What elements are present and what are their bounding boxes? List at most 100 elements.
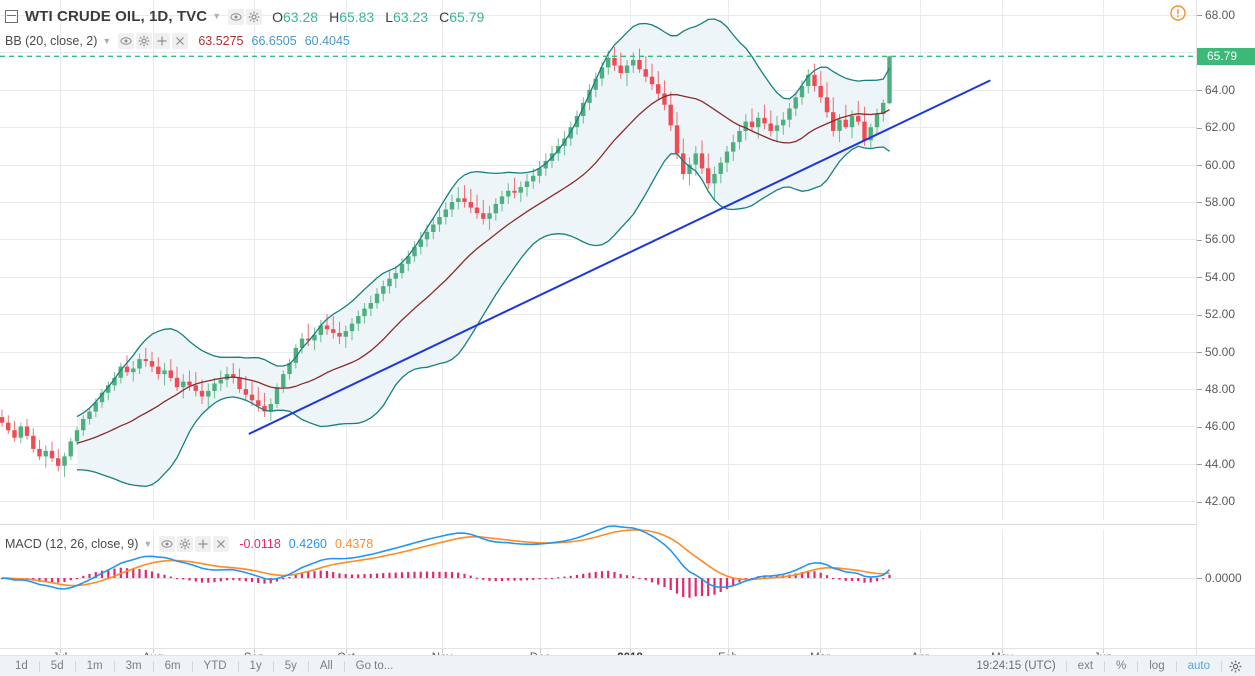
macd-histogram — [0, 567, 891, 598]
symbol-title[interactable]: WTI CRUDE OIL, 1D, TVC — [25, 8, 208, 25]
scale-option-ext[interactable]: ext — [1077, 660, 1094, 672]
eye-icon[interactable] — [118, 33, 135, 49]
macd-indicator-legend: MACD (12, 26, close, 9) ▼ -0.0118 0.4260… — [5, 536, 373, 552]
macd-legend-buttons — [159, 536, 230, 552]
trend-line[interactable] — [248, 79, 991, 435]
ohlc-values: O63.28 H65.83 L63.23 C65.79 — [272, 9, 484, 25]
gear-icon[interactable] — [246, 8, 263, 25]
gear-icon[interactable] — [177, 536, 194, 552]
bb-legend-buttons — [118, 33, 189, 49]
range-button-ytd[interactable]: YTD — [203, 660, 227, 672]
time-tick-mark — [1002, 649, 1003, 653]
eye-icon[interactable] — [228, 8, 245, 25]
price-tick: 60.00 — [1197, 159, 1235, 171]
ohlc-high-key: H — [329, 8, 340, 25]
time-tick-mark — [442, 649, 443, 653]
bb-fill — [77, 19, 890, 487]
toolbar-separator — [307, 660, 309, 672]
go-to-button[interactable]: Go to... — [355, 660, 394, 672]
time-tick-mark — [820, 649, 821, 653]
range-button-5d[interactable]: 5d — [50, 660, 64, 672]
price-tick: 42.00 — [1197, 495, 1235, 507]
time-tick-mark — [728, 649, 729, 653]
bb-middle-line — [76, 94, 890, 444]
move-icon[interactable] — [195, 536, 212, 552]
range-selector: 1d 5d 1m 3m 6m YTD 1y 5y All Go to... — [0, 656, 404, 676]
time-tick-mark — [254, 649, 255, 653]
scale-option-percent[interactable]: % — [1116, 660, 1127, 672]
toolbar-separator — [1175, 660, 1177, 672]
time-tick-mark — [630, 649, 631, 653]
chart-svg — [0, 0, 1196, 648]
range-button-all[interactable]: All — [319, 660, 333, 672]
ohlc-low: L63.23 — [385, 9, 428, 25]
price-tick: 58.00 — [1197, 196, 1235, 208]
toolbar-separator — [113, 660, 115, 672]
time-tick-mark — [540, 649, 541, 653]
time-tick-mark — [153, 649, 154, 653]
clock-label: 19:24:15 (UTC) — [976, 660, 1056, 672]
gear-icon[interactable] — [136, 33, 153, 49]
macd-signal-line — [1, 529, 890, 587]
range-button-1d[interactable]: 1d — [15, 660, 28, 672]
candlestick-series — [0, 46, 892, 477]
ohlc-high: H65.83 — [329, 9, 374, 25]
chevron-down-icon[interactable]: ▼ — [143, 538, 153, 549]
macd-tick: 0.0000 — [1197, 572, 1242, 584]
time-tick-mark — [920, 649, 921, 653]
bb-middle-value: 63.5275 — [198, 34, 244, 48]
toolbar-separator — [152, 660, 154, 672]
ohlc-open: O63.28 — [272, 9, 318, 25]
price-tick: 46.00 — [1197, 420, 1235, 432]
price-tick: 44.00 — [1197, 458, 1235, 470]
toolbar-separator — [74, 660, 76, 672]
price-tick: 68.00 — [1197, 9, 1235, 21]
collapse-pane-icon[interactable] — [5, 10, 18, 23]
toolbar-separator — [343, 660, 345, 672]
price-tick: 48.00 — [1197, 383, 1235, 395]
toolbar-separator — [1221, 660, 1222, 672]
ohlc-close: C65.79 — [439, 9, 484, 25]
bb-indicator-legend: BB (20, close, 2) ▼ 63.5275 66.6505 60.4… — [5, 33, 350, 49]
range-button-1y[interactable]: 1y — [249, 660, 262, 672]
toolbar-separator — [1104, 660, 1106, 672]
price-tick: 62.00 — [1197, 121, 1235, 133]
toolbar-right-options: 19:24:15 (UTC) ext% log auto — [966, 656, 1255, 676]
eye-icon[interactable] — [159, 536, 176, 552]
toolbar-separator — [272, 660, 274, 672]
bb-values: 63.5275 66.6505 60.4045 — [198, 34, 350, 48]
macd-line-value: 0.4260 — [288, 537, 328, 551]
time-tick-mark — [1103, 649, 1104, 653]
range-button-3m[interactable]: 3m — [125, 660, 142, 672]
time-tick-mark — [346, 649, 347, 653]
toolbar-separator — [1065, 660, 1067, 672]
price-scale[interactable]: 68.00 64.00 62.00 60.00 58.00 56.00 54.00 52.00… — [1196, 0, 1255, 648]
chevron-down-icon[interactable]: ▼ — [102, 35, 112, 46]
range-button-1m[interactable]: 1m — [86, 660, 103, 672]
toolbar-separator — [38, 660, 40, 672]
ohlc-low-key: L — [385, 8, 394, 25]
symbol-legend-buttons — [228, 8, 263, 25]
range-button-5y[interactable]: 5y — [284, 660, 297, 672]
symbol-legend: WTI CRUDE OIL, 1D, TVC ▼ O63.28 H65.83 L… — [5, 8, 484, 25]
close-icon[interactable] — [213, 536, 230, 552]
range-button-6m[interactable]: 6m — [164, 660, 181, 672]
close-icon[interactable] — [172, 33, 189, 49]
macd-label[interactable]: MACD (12, 26, close, 9) — [5, 537, 139, 551]
macd-line — [1, 525, 891, 590]
scale-option-log[interactable]: log — [1149, 660, 1165, 672]
gear-icon[interactable] — [1222, 660, 1249, 673]
auto-scale-button[interactable]: auto — [1187, 660, 1210, 672]
bb-label[interactable]: BB (20, close, 2) — [5, 34, 98, 48]
chart-canvas-area[interactable] — [0, 0, 1196, 648]
macd-values: -0.0118 0.4260 0.4378 — [239, 537, 373, 551]
bb-upper-value: 66.6505 — [251, 34, 297, 48]
move-icon[interactable] — [154, 33, 171, 49]
toolbar-separator — [191, 660, 193, 672]
price-tick: 56.00 — [1197, 233, 1235, 245]
ohlc-close-key: C — [439, 8, 450, 25]
chevron-down-icon[interactable]: ▼ — [212, 11, 222, 21]
price-tick: 50.00 — [1197, 346, 1235, 358]
alert-circle-icon[interactable] — [1169, 4, 1187, 22]
